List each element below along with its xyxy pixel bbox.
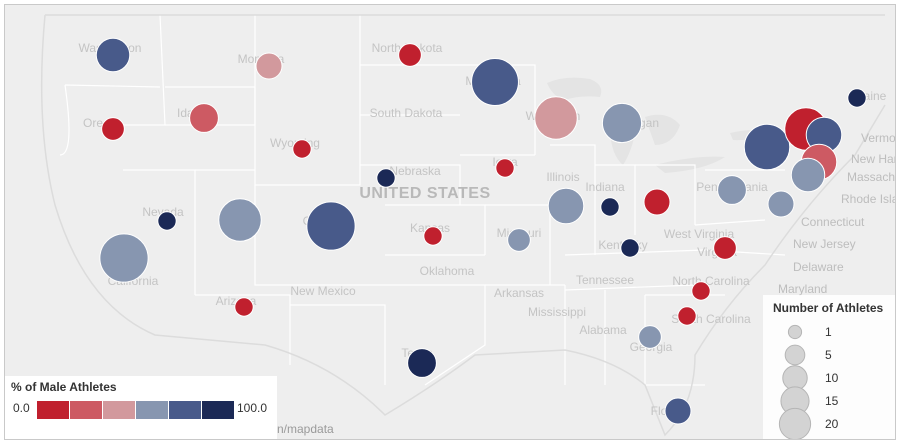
bubble-california[interactable]: [99, 233, 149, 283]
state-label-south-dakota: South Dakota: [370, 106, 443, 120]
bubble-illinois[interactable]: [547, 187, 585, 225]
color-ramp-step-2: [70, 401, 102, 419]
bubble-nebraska[interactable]: [376, 168, 396, 188]
bubble-iowa[interactable]: [495, 158, 515, 178]
size-legend-circle-5: [784, 344, 806, 366]
state-label-rhode-islan: Rhode Islan: [841, 192, 896, 206]
color-legend-min: 0.0: [13, 401, 30, 415]
bubble-virginia[interactable]: [713, 236, 737, 260]
size-legend-circle-20: [778, 407, 812, 439]
bubble-wyoming[interactable]: [292, 139, 312, 159]
color-ramp: [37, 401, 235, 419]
bubble-colorado[interactable]: [306, 201, 356, 251]
state-label-alabama: Alabama: [579, 323, 627, 337]
bubble-indiana[interactable]: [600, 197, 620, 217]
size-legend: Number of Athletes 1 5 10 15 20: [763, 295, 895, 439]
state-label-new-jersey: New Jersey: [793, 237, 856, 251]
bubble-minnesota[interactable]: [471, 58, 519, 106]
size-legend-circle-1: [787, 324, 803, 340]
state-label-oklahoma: Oklahoma: [420, 264, 475, 278]
us-map[interactable]: UNITED STATESWashingtonOregonIdahoMontan…: [5, 5, 896, 440]
color-ramp-step-5: [169, 401, 201, 419]
state-label-west-virginia: West Virginia: [664, 227, 735, 241]
state-label-indiana: Indiana: [585, 180, 625, 194]
state-label-nebraska: Nebraska: [389, 164, 441, 178]
size-legend-label-15: 15: [825, 394, 839, 408]
bubble-new-jersey[interactable]: [790, 157, 826, 193]
size-legend-title: Number of Athletes: [773, 301, 884, 315]
map-viewport[interactable]: UNITED STATESWashingtonOregonIdahoMontan…: [4, 4, 896, 440]
state-label-new-ham: New Ham: [851, 152, 896, 166]
color-legend-max: 100.0: [237, 401, 268, 415]
bubble-montana[interactable]: [255, 52, 283, 80]
state-label-mississippi: Mississippi: [528, 305, 586, 319]
coastline-outline: [40, 14, 886, 437]
size-legend-label-20: 20: [825, 417, 839, 431]
state-label-tennessee: Tennessee: [576, 273, 634, 287]
lake-superior-shape: [547, 77, 602, 100]
bubble-kansas[interactable]: [423, 226, 443, 246]
state-label-illinois: Illinois: [546, 170, 579, 184]
color-legend-title: % of Male Athletes: [11, 380, 117, 394]
bubble-new-york[interactable]: [743, 123, 791, 171]
bubble-georgia[interactable]: [638, 325, 662, 349]
state-label-new-mexico: New Mexico: [290, 284, 356, 298]
bubble-utah[interactable]: [218, 198, 262, 242]
bubble-layer[interactable]: [95, 37, 867, 425]
bubble-washington[interactable]: [95, 37, 131, 73]
color-ramp-step-1: [37, 401, 69, 419]
state-label-north-carolina: North Carolina: [672, 274, 750, 288]
color-legend: % of Male Athletes 0.0 100.0: [5, 376, 277, 439]
bubble-south-carolina[interactable]: [677, 306, 697, 326]
size-legend-label-10: 10: [825, 371, 839, 385]
state-label-connecticut: Connecticut: [801, 215, 865, 229]
country-label: UNITED STATES: [359, 185, 490, 202]
bubble-nevada[interactable]: [157, 211, 177, 231]
bubble-ohio[interactable]: [643, 188, 671, 216]
bubble-north-carolina[interactable]: [691, 281, 711, 301]
bubble-florida[interactable]: [664, 397, 692, 425]
size-legend-label-5: 5: [825, 348, 832, 362]
bubble-missouri[interactable]: [507, 228, 531, 252]
bubble-pennsylvania[interactable]: [717, 175, 747, 205]
bubble-oregon[interactable]: [101, 117, 125, 141]
bubble-kentucky[interactable]: [620, 238, 640, 258]
bubble-michigan[interactable]: [601, 102, 643, 144]
bubble-idaho[interactable]: [189, 103, 219, 133]
state-label-arkansas: Arkansas: [494, 286, 544, 300]
bubble-north-dakota[interactable]: [398, 43, 422, 67]
state-label-delaware: Delaware: [793, 260, 844, 274]
color-ramp-step-3: [103, 401, 135, 419]
bubble-texas[interactable]: [407, 348, 437, 378]
bubble-maryland[interactable]: [767, 190, 795, 218]
color-ramp-step-6: [202, 401, 234, 419]
state-label-maryland: Maryland: [778, 282, 827, 296]
bubble-maine[interactable]: [847, 88, 867, 108]
bubble-arizona[interactable]: [234, 297, 254, 317]
state-label-massachu: Massachu: [847, 170, 896, 184]
map-attribution[interactable]: n/mapdata: [277, 422, 334, 436]
state-label-vermo: Vermo: [861, 131, 896, 145]
color-ramp-step-4: [136, 401, 168, 419]
bubble-wisconsin[interactable]: [534, 96, 578, 140]
size-legend-label-1: 1: [825, 325, 832, 339]
lake-huron-shape: [645, 114, 680, 145]
